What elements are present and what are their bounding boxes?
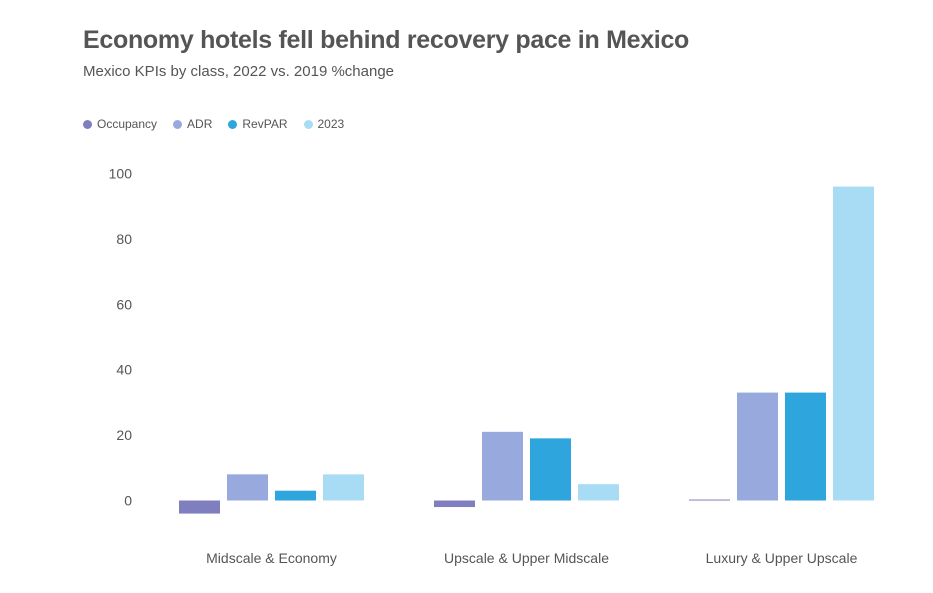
x-category-label: Luxury & Upper Upscale bbox=[706, 550, 858, 566]
legend-label-2023: 2023 bbox=[317, 117, 345, 131]
y-tick-label: 60 bbox=[116, 296, 132, 312]
legend-swatch-2023 bbox=[303, 119, 313, 129]
legend-item-revpar[interactable]: RevPAR bbox=[228, 117, 288, 131]
legend-item-adr[interactable]: ADR bbox=[173, 117, 212, 131]
bar-occupancy-1[interactable] bbox=[434, 500, 475, 508]
legend-swatch-revpar bbox=[228, 119, 238, 129]
bar-adr-0[interactable] bbox=[227, 474, 268, 501]
x-category-label: Upscale & Upper Midscale bbox=[444, 550, 609, 566]
bar-revpar-2[interactable] bbox=[785, 392, 826, 501]
legend-label-adr: ADR bbox=[187, 117, 213, 131]
chart-legend: Occupancy ADR RevPAR 2023 bbox=[83, 117, 344, 131]
bar-adr-2[interactable] bbox=[737, 392, 778, 501]
bar-occupancy-2[interactable] bbox=[689, 499, 730, 501]
bar-2023-2[interactable] bbox=[833, 186, 874, 501]
legend-label-occupancy: Occupancy bbox=[97, 117, 158, 131]
chart-subtitle: Mexico KPIs by class, 2022 vs. 2019 %cha… bbox=[83, 63, 395, 80]
legend-swatch-adr bbox=[173, 119, 183, 129]
y-tick-label: 100 bbox=[109, 166, 133, 182]
chart-title: Economy hotels fell behind recovery pace… bbox=[83, 26, 690, 54]
y-tick-label: 80 bbox=[116, 231, 132, 247]
legend-item-2023[interactable]: 2023 bbox=[303, 117, 345, 131]
bar-2023-1[interactable] bbox=[578, 484, 619, 501]
y-tick-label: 40 bbox=[116, 362, 132, 378]
x-category-label: Midscale & Economy bbox=[206, 550, 337, 566]
legend-label-revpar: RevPAR bbox=[242, 117, 288, 131]
legend-item-occupancy[interactable]: Occupancy bbox=[83, 117, 157, 131]
bar-occupancy-0[interactable] bbox=[179, 500, 220, 514]
bar-revpar-0[interactable] bbox=[275, 490, 316, 501]
bar-revpar-1[interactable] bbox=[530, 438, 571, 501]
y-tick-label: 0 bbox=[124, 493, 132, 509]
legend-swatch-occupancy bbox=[83, 119, 92, 129]
y-tick-label: 20 bbox=[116, 427, 132, 443]
bar-adr-1[interactable] bbox=[482, 431, 523, 501]
bar-2023-0[interactable] bbox=[323, 474, 364, 501]
